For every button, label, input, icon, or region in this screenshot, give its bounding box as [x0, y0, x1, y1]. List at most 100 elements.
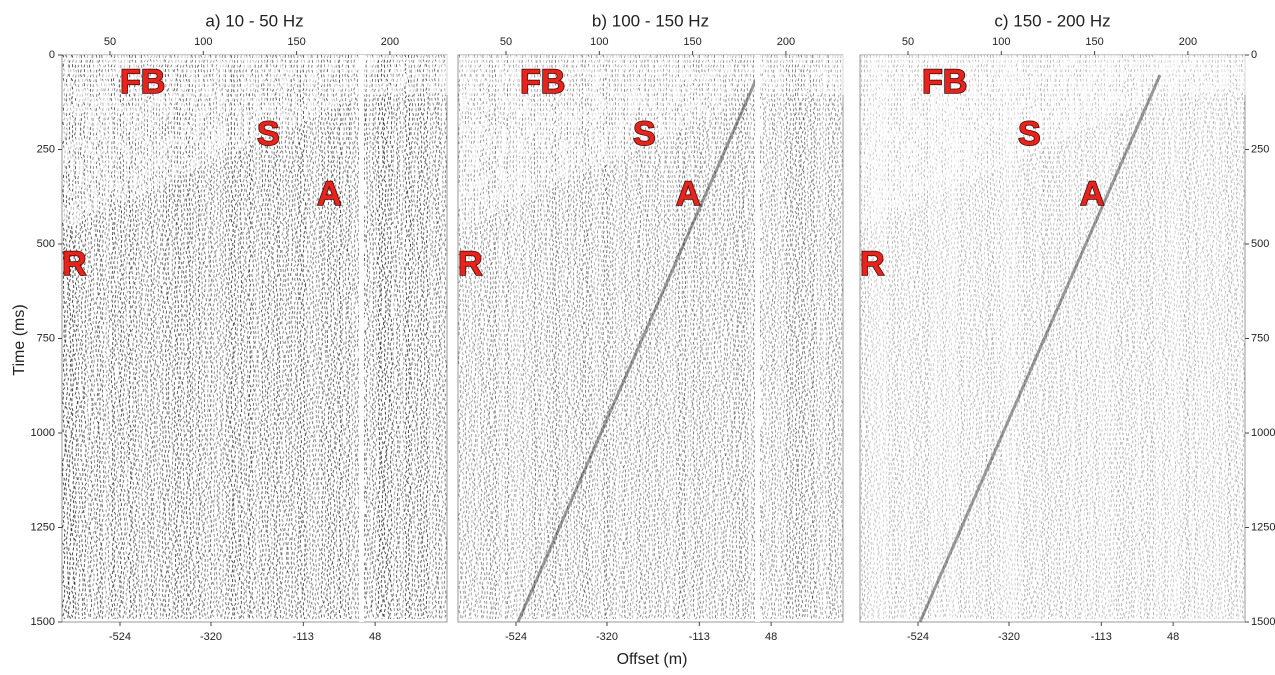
seismic-trace	[337, 54, 343, 620]
seismic-trace	[859, 54, 865, 620]
first-break-shade	[1003, 55, 1006, 166]
first-break-shade	[994, 55, 997, 170]
first-break-shade	[85, 55, 88, 220]
seismic-trace	[1228, 54, 1234, 620]
seismic-trace	[160, 54, 166, 620]
first-break-shade	[205, 55, 208, 166]
first-break-shade	[256, 55, 259, 143]
seismic-trace	[1219, 54, 1225, 620]
first-break-shade	[115, 55, 118, 207]
first-break-shade	[1024, 55, 1027, 157]
first-break-shade	[316, 55, 319, 116]
first-break-shade	[841, 55, 844, 95]
first-break-shade	[172, 55, 175, 181]
first-break-shade	[880, 55, 883, 221]
seismic-trace	[1072, 54, 1078, 620]
seismic-trace	[928, 54, 934, 620]
first-break-shade	[1171, 55, 1174, 95]
first-break-shade	[775, 55, 778, 95]
first-break-shade	[1036, 55, 1039, 151]
seismic-trace	[826, 54, 832, 620]
first-break-shade	[922, 55, 925, 203]
right-tick-label: 750	[1251, 332, 1269, 344]
first-break-shade	[964, 55, 967, 184]
seismic-trace	[170, 54, 175, 620]
seismic-trace	[868, 55, 874, 620]
seismic-trace	[208, 54, 213, 619]
seismic-panel	[859, 54, 1246, 623]
first-break-shade	[910, 55, 913, 208]
seismic-trace	[331, 54, 337, 620]
first-break-shade	[145, 55, 148, 193]
seismic-trace	[175, 54, 181, 620]
first-break-shade	[658, 55, 661, 140]
seismic-trace	[1015, 54, 1021, 620]
seismic-trace	[295, 54, 301, 620]
first-break-shade	[427, 55, 430, 95]
seismic-trace	[1003, 54, 1009, 620]
first-break-shade	[1198, 55, 1201, 95]
first-break-shade	[406, 55, 409, 95]
top-tick-label: 100	[992, 36, 1010, 48]
first-break-shade	[346, 55, 349, 103]
first-break-shade	[472, 55, 475, 224]
first-break-shade	[265, 55, 268, 139]
seismic-trace	[467, 54, 471, 620]
first-break-shade	[1201, 55, 1204, 95]
seismic-panel	[61, 54, 448, 623]
seismic-trace	[733, 54, 739, 620]
top-tick-label: 50	[104, 36, 116, 48]
first-break-shade	[1027, 55, 1030, 155]
first-break-shade	[610, 55, 613, 162]
seismic-trace	[1234, 54, 1240, 620]
seismic-trace	[355, 54, 361, 619]
first-break-shade	[940, 55, 943, 194]
first-break-shade	[796, 55, 799, 95]
first-break-shade	[1009, 55, 1012, 163]
event-annotation: FB	[922, 63, 967, 101]
seismic-trace	[644, 54, 649, 620]
first-break-shade	[88, 55, 91, 219]
seismic-trace	[682, 54, 688, 620]
first-break-shade	[1180, 55, 1183, 95]
first-break-shade	[502, 55, 505, 211]
seismic-trace	[322, 54, 328, 620]
seismic-trace	[736, 54, 742, 620]
first-break-shade	[601, 55, 604, 166]
first-break-shade	[676, 55, 679, 132]
seismic-trace	[403, 54, 409, 620]
first-break-shade	[826, 55, 829, 95]
seismic-trace	[1042, 55, 1048, 620]
first-break-shade	[820, 55, 823, 95]
seismic-trace	[769, 54, 775, 620]
seismic-trace	[1141, 54, 1147, 620]
first-break-shade	[562, 55, 565, 184]
seismic-trace	[823, 54, 828, 620]
seismic-trace	[133, 54, 139, 620]
seismic-trace	[760, 54, 765, 620]
seismic-trace	[1126, 54, 1132, 620]
first-break-shade	[742, 55, 745, 103]
seismic-trace	[283, 54, 289, 620]
seismic-trace	[259, 54, 265, 620]
seismic-trace	[1075, 54, 1081, 620]
first-break-shade	[901, 55, 904, 212]
first-break-shade	[82, 55, 85, 221]
first-break-shade	[685, 55, 688, 128]
first-break-shade	[517, 55, 520, 204]
seismic-trace	[1240, 54, 1246, 620]
seismic-trace	[595, 54, 601, 620]
first-break-shade	[337, 55, 340, 107]
first-break-shade	[352, 55, 355, 100]
seismic-trace	[397, 54, 403, 620]
y-axis-label: Time (ms)	[11, 304, 28, 375]
seismic-trace	[394, 54, 400, 620]
bottom-tick-label: -320	[200, 631, 222, 643]
first-break-shade	[913, 55, 916, 207]
left-tick-label: 0	[49, 49, 55, 61]
panel-title: c) 150 - 200 Hz	[994, 11, 1110, 30]
first-break-shade	[1138, 55, 1141, 105]
seismic-trace	[61, 54, 67, 620]
first-break-shade	[226, 55, 229, 157]
first-break-shade	[697, 55, 700, 123]
